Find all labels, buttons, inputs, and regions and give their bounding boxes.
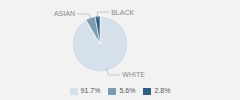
svg-text:BLACK: BLACK <box>111 9 134 16</box>
svg-text:ASIAN: ASIAN <box>54 10 75 17</box>
html-text:2.8%: 2.8% <box>154 87 171 94</box>
html-text:5.6%: 5.6% <box>119 87 136 94</box>
svg-text:WHITE: WHITE <box>122 71 145 78</box>
html-text:91.7%: 91.7% <box>80 87 101 94</box>
